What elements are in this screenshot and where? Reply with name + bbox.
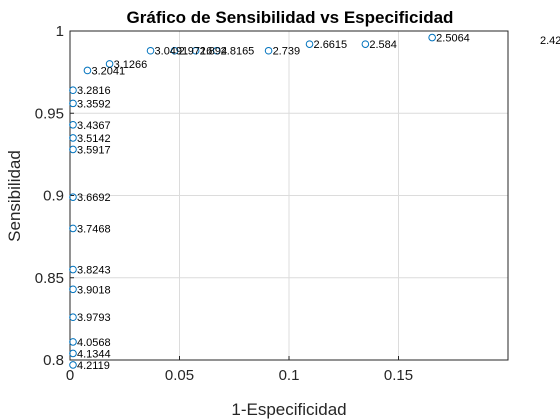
y-axis-label: Sensibilidad: [5, 150, 24, 242]
x-tick-label: 0.1: [279, 367, 300, 384]
chart-title: Gráfico de Sensibilidad vs Especificidad: [127, 8, 454, 27]
data-point: [69, 193, 77, 201]
data-point-label: 2.739: [273, 46, 301, 58]
data-point: [83, 66, 92, 75]
y-tick-label: 1: [56, 23, 64, 40]
data-point-label: 3.8243: [77, 265, 111, 277]
x-tick-label: 0: [66, 367, 74, 384]
data-point: [191, 46, 200, 55]
data-points: [69, 33, 436, 369]
data-point-label: 2.584: [369, 39, 397, 51]
data-point-label: 3.3592: [77, 98, 111, 110]
data-point-label: 3.1266: [114, 59, 148, 71]
y-tick-label: 0.95: [35, 105, 64, 122]
data-point: [305, 40, 314, 48]
data-point-label: 3.6692: [77, 192, 111, 204]
data-point-label: 4.1344: [77, 348, 111, 360]
data-point: [146, 46, 155, 55]
data-point-label: 3.0491: [155, 46, 189, 58]
y-tick-label: 0.85: [35, 270, 64, 287]
data-point-label: 3.7468: [77, 223, 111, 235]
y-tick-label: 0.8: [43, 352, 64, 369]
x-tick-label: 0.05: [165, 367, 194, 384]
data-point: [69, 265, 77, 274]
data-point: [428, 33, 436, 42]
data-point: [170, 46, 179, 55]
axis-ticks: 0 0.05 0.1 0.15 0.8 0.85 0.9 0.95 1: [35, 23, 413, 384]
data-point-label: 2.9716: [179, 46, 213, 58]
data-point: [69, 338, 77, 346]
data-point-label: 3.4367: [77, 120, 111, 132]
offscreen-point-label: 2.42: [540, 35, 560, 47]
data-point: [69, 120, 77, 129]
data-point-label: 4.2119: [77, 360, 110, 372]
data-point-label: 2.5064: [436, 33, 470, 45]
x-axis-label: 1-Especificidad: [231, 400, 346, 419]
data-point: [69, 285, 77, 294]
x-tick-label: 0.15: [384, 367, 413, 384]
data-point: [69, 313, 77, 322]
data-point-label: 3.2816: [77, 85, 111, 97]
data-point: [361, 40, 370, 48]
data-point-label: 3.9018: [77, 284, 111, 296]
data-point-label: 3.9793: [77, 312, 111, 324]
data-point-label: 2.8165: [221, 46, 255, 58]
y-tick-label: 0.9: [43, 188, 64, 205]
data-point: [69, 86, 77, 95]
data-point: [69, 99, 77, 108]
data-point: [69, 361, 77, 369]
data-point-label: 4.0568: [77, 337, 111, 349]
data-point: [69, 349, 77, 358]
data-point-label: 3.5917: [77, 144, 111, 156]
data-point-label: 3.5142: [77, 133, 111, 145]
data-point-label: 2.6615: [314, 39, 348, 51]
data-point: [264, 46, 273, 55]
data-point-label: 3.2041: [91, 65, 125, 77]
data-point-label: 2.894: [200, 46, 228, 58]
data-point: [69, 224, 77, 233]
data-point: [69, 134, 77, 142]
data-point: [212, 46, 221, 55]
data-point: [105, 60, 114, 68]
data-point: [69, 145, 77, 154]
